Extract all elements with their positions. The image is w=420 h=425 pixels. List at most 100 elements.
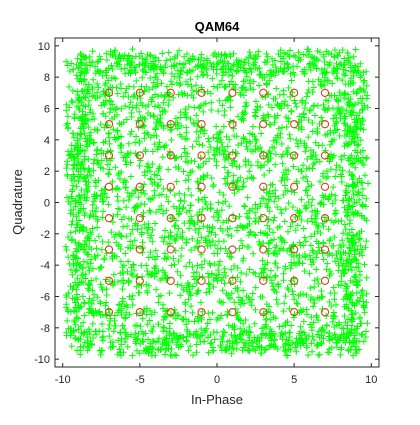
received-symbol-point: [329, 183, 337, 191]
received-symbol-point: [137, 157, 144, 164]
received-symbol-point: [240, 67, 248, 74]
received-symbol-point: [259, 330, 267, 337]
received-symbol-point: [318, 66, 325, 74]
received-symbol-point: [234, 141, 242, 149]
received-symbol-point: [148, 98, 155, 105]
received-symbol-point: [207, 261, 214, 269]
received-symbol-point: [303, 144, 310, 151]
received-symbol-point: [92, 275, 100, 283]
received-symbol-point: [284, 151, 291, 158]
received-symbol-point: [350, 68, 357, 76]
received-symbol-point: [127, 62, 134, 69]
received-symbol-point: [287, 322, 295, 329]
ideal-constellation-point: [135, 245, 145, 254]
received-symbol-point: [251, 320, 258, 327]
received-symbol-point: [221, 51, 229, 58]
received-symbol-point: [187, 68, 195, 75]
received-symbol-point: [89, 296, 97, 304]
received-symbol-point: [227, 104, 234, 111]
received-symbol-point: [127, 230, 135, 238]
received-symbol-point: [164, 240, 172, 248]
received-symbol-point: [69, 217, 76, 225]
received-symbol-point: [303, 306, 310, 313]
received-symbol-point: [206, 288, 213, 296]
received-symbol-point: [344, 316, 352, 323]
received-symbol-point: [87, 306, 94, 313]
received-symbol-point: [342, 287, 350, 295]
received-symbol-point: [281, 218, 288, 225]
received-symbol-point: [310, 160, 317, 168]
received-symbol-point: [127, 238, 134, 245]
received-symbol-point: [120, 213, 128, 221]
received-symbol-point: [95, 58, 102, 65]
received-symbol-point: [179, 228, 186, 236]
received-symbol-point: [355, 188, 362, 196]
received-symbol-point: [85, 101, 92, 109]
received-symbol-point: [166, 332, 173, 339]
received-symbol-point: [343, 107, 350, 114]
received-symbol-point: [159, 153, 166, 161]
received-symbol-point: [87, 229, 94, 236]
received-symbol-point: [98, 187, 105, 194]
received-symbol-point: [73, 286, 80, 293]
received-symbol-point: [63, 317, 71, 325]
received-symbol-point: [308, 314, 315, 321]
received-symbol-point: [322, 106, 329, 114]
received-symbol-point: [258, 331, 265, 338]
received-symbol-point: [194, 73, 201, 80]
received-symbol-point: [244, 194, 251, 201]
received-symbol-point: [360, 126, 367, 133]
received-symbol-point: [127, 173, 135, 180]
received-symbol-point: [285, 199, 292, 207]
received-symbol-point: [206, 281, 213, 288]
received-symbol-point: [223, 52, 230, 60]
received-symbol-point: [359, 203, 367, 210]
received-symbol-point: [333, 254, 341, 262]
received-symbol-point: [151, 309, 158, 316]
received-symbol-point: [269, 61, 277, 69]
received-symbol-point: [82, 135, 89, 142]
received-symbol-point: [363, 82, 370, 90]
received-symbol-point: [126, 149, 134, 157]
received-symbol-point: [83, 258, 91, 266]
received-symbol-point: [84, 143, 91, 150]
received-symbol-point: [358, 86, 365, 93]
received-symbol-point: [89, 76, 97, 83]
received-symbol-point: [254, 145, 262, 152]
received-symbol-point: [343, 189, 350, 196]
received-symbol-point: [207, 204, 215, 212]
received-symbol-point: [177, 252, 185, 260]
received-symbol-point: [64, 62, 71, 69]
received-symbol-point: [280, 270, 287, 277]
received-symbol-point: [252, 306, 259, 314]
received-symbol-point: [331, 258, 339, 265]
received-symbol-point: [147, 208, 154, 216]
received-symbol-point: [149, 94, 156, 101]
ideal-constellation-point: [104, 88, 114, 97]
received-symbol-point: [149, 194, 157, 202]
received-symbol-point: [305, 116, 312, 124]
received-symbol-point: [332, 207, 340, 214]
received-symbol-point: [144, 167, 152, 175]
received-symbol-point: [149, 226, 156, 234]
received-symbol-point: [357, 95, 364, 102]
received-symbol-point: [191, 318, 198, 325]
received-symbol-point: [168, 70, 176, 78]
received-symbol-point: [90, 156, 98, 163]
received-symbol-point: [113, 104, 121, 112]
received-symbol-point: [257, 293, 264, 301]
received-symbol-point: [107, 98, 115, 105]
received-symbol-point: [358, 213, 366, 221]
received-symbol-point: [126, 311, 133, 318]
received-symbol-point: [346, 328, 353, 336]
received-symbol-point: [355, 115, 363, 122]
received-symbol-point: [193, 112, 200, 119]
received-symbol-point: [363, 237, 370, 245]
received-symbol-point: [63, 107, 70, 114]
received-symbol-point: [205, 135, 212, 142]
received-symbol-point: [260, 152, 267, 160]
received-symbol-point: [240, 111, 248, 118]
received-symbol-point: [277, 206, 285, 213]
received-symbol-point: [139, 74, 146, 81]
received-symbol-point: [73, 347, 81, 354]
